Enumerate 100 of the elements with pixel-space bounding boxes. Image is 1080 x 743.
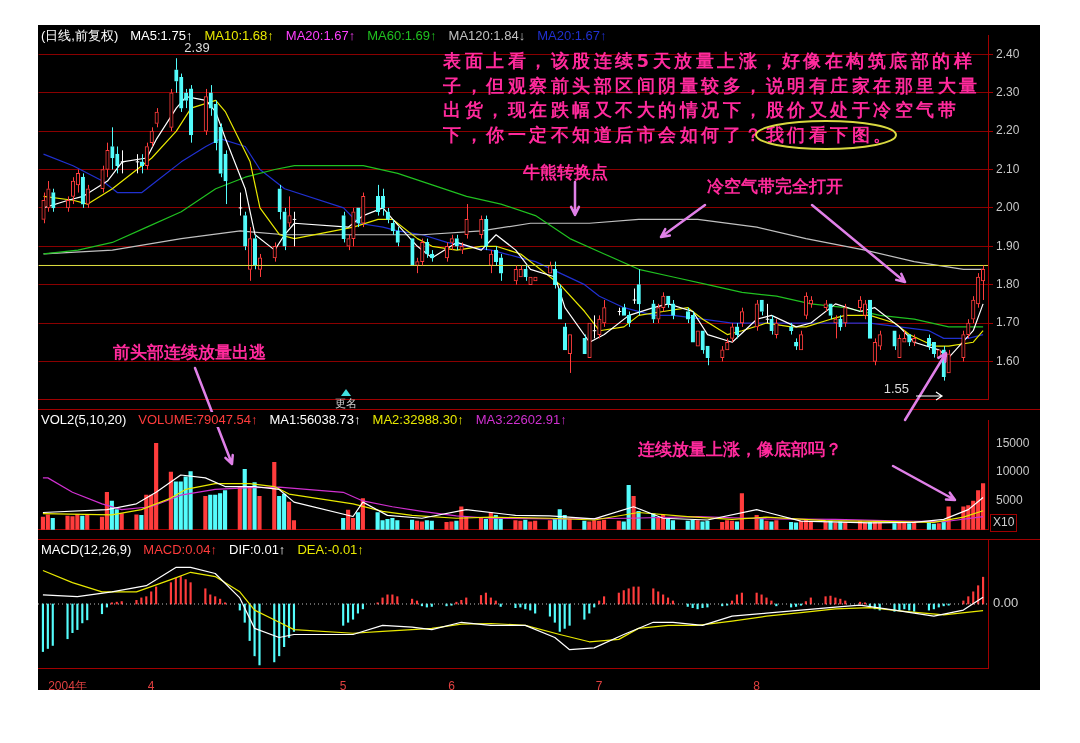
bar <box>41 603 44 652</box>
bar <box>184 579 187 605</box>
candlestick <box>380 188 386 217</box>
candlestick <box>85 184 90 209</box>
candlestick <box>661 291 666 313</box>
bar <box>637 586 640 605</box>
candlestick <box>931 341 936 359</box>
candlestick <box>981 264 986 301</box>
candlestick <box>636 268 641 316</box>
candlestick <box>553 261 558 289</box>
text: MA2:32988.30↑ <box>372 412 464 427</box>
candlestick <box>843 303 848 328</box>
bar <box>770 600 773 605</box>
candlestick <box>765 303 770 324</box>
annotation: 牛熊转换点 <box>523 161 608 184</box>
text: MA5:1.75↑ <box>130 28 193 43</box>
bar <box>513 520 518 530</box>
candlestick <box>356 207 361 228</box>
candlestick <box>862 299 868 320</box>
candlestick <box>282 207 287 251</box>
candlestick <box>120 149 125 174</box>
y-tick-label: 5000 <box>996 493 1024 508</box>
bar <box>347 603 350 623</box>
candlestick <box>70 176 76 205</box>
annotation: 更名 <box>335 396 357 411</box>
bar <box>139 515 144 530</box>
bar <box>774 520 779 530</box>
bar <box>478 517 484 530</box>
x-tick-label: 7 <box>595 678 603 693</box>
bar <box>247 487 252 530</box>
candlestick <box>51 188 56 213</box>
text: MA10:1.68↑ <box>204 28 274 43</box>
bar <box>135 600 138 605</box>
candlestick <box>395 226 400 247</box>
candlestick <box>946 349 951 374</box>
y-tick-label: 2.10 <box>996 161 1020 176</box>
bar <box>695 520 700 530</box>
candlestick <box>248 226 253 282</box>
candlestick <box>80 172 85 209</box>
bar <box>706 603 709 608</box>
candlestick <box>184 88 189 109</box>
candlestick <box>892 330 897 351</box>
bar <box>66 603 69 640</box>
bar <box>967 596 970 605</box>
bar <box>237 487 242 530</box>
annotation: 前头部连续放量出逃 <box>113 341 266 364</box>
bar <box>602 596 606 605</box>
chart-title: MACD(12,26,9) <box>41 542 132 557</box>
y-tick-label: 2.00 <box>996 200 1020 215</box>
candlestick <box>838 314 843 332</box>
bar <box>824 596 827 605</box>
annotation: 连续放量上涨，像底部吗？ <box>638 438 842 461</box>
candlestick <box>105 142 110 178</box>
y-tick-label: 1.90 <box>996 238 1020 253</box>
chart-title: (日线,前复权) <box>41 28 119 43</box>
candlestick <box>243 211 248 251</box>
bar <box>583 603 586 620</box>
x-tick-label: 5 <box>339 678 347 693</box>
text: MA3:22602.91↑ <box>475 412 567 427</box>
bar <box>204 588 207 605</box>
bar <box>627 588 630 605</box>
candlestick <box>351 207 356 247</box>
bar <box>272 461 277 530</box>
series-label: VOLUME:79047.54↑ <box>138 412 258 427</box>
candlestick <box>277 184 282 220</box>
annotation: 表面上看，该股连续5天放量上涨，好像在构筑底部的样子，但观察前头部区间阴量较多，说明有庄家在那里大量出货，现在跌幅又不大的情况下，股价又处于冷空气带下，你一定不知道后市会如何了？我们看下图。 <box>443 49 982 147</box>
candlestick <box>218 122 223 178</box>
candlestick <box>632 288 637 305</box>
candlestick <box>272 241 277 263</box>
candlestick <box>100 165 105 194</box>
candlestick <box>976 272 981 309</box>
candlestick <box>592 314 597 339</box>
bar <box>479 595 483 605</box>
candlestick <box>189 84 194 144</box>
candlestick <box>154 107 159 128</box>
candlestick <box>828 303 833 320</box>
candlestick <box>449 234 454 251</box>
text: MA20:1.67↑ <box>537 28 607 43</box>
candlestick <box>444 241 449 263</box>
candlestick <box>223 149 228 205</box>
bar <box>381 597 384 605</box>
candlestick <box>415 257 420 274</box>
text: X10 <box>990 514 1018 532</box>
candlestick <box>169 88 174 132</box>
bar <box>169 582 172 605</box>
bar <box>652 588 655 605</box>
bar <box>341 517 346 530</box>
bar <box>553 603 556 623</box>
candlestick <box>213 99 218 151</box>
candlestick <box>292 211 297 247</box>
text: DEA:-0.01↑ <box>297 542 364 557</box>
y-tick-label: 2.20 <box>996 123 1020 138</box>
candlestick <box>798 330 804 351</box>
bar <box>45 514 50 530</box>
candlestick <box>203 88 208 136</box>
candlestick <box>651 299 656 324</box>
y-tick-label: 2.40 <box>996 46 1020 61</box>
bar <box>547 520 552 530</box>
candlestick <box>46 180 51 213</box>
candlestick <box>621 303 627 316</box>
